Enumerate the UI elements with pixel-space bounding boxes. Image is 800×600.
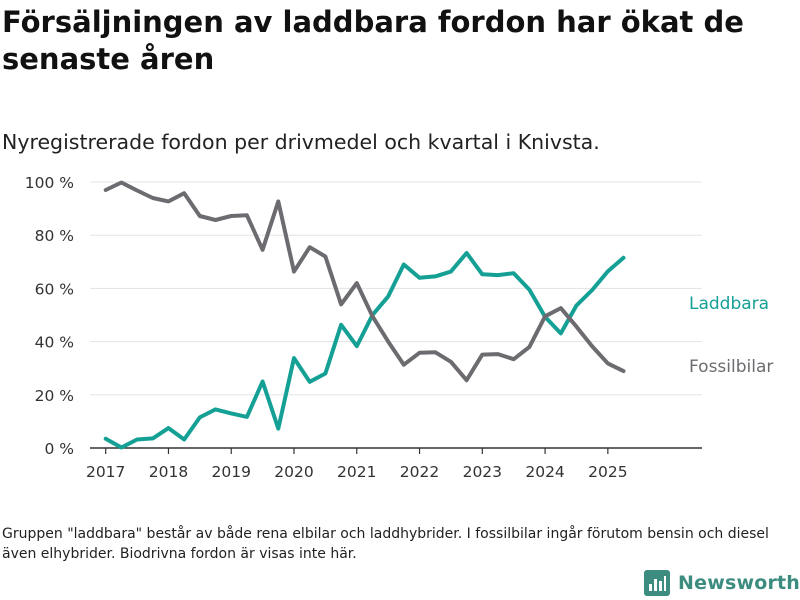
- page-title: Försäljningen av laddbara fordon har öka…: [2, 5, 744, 76]
- x-tick-label: 2024: [525, 463, 564, 481]
- chart-subtitle: Nyregistrerade fordon per drivmedel och …: [2, 130, 600, 154]
- series-line-fossilbilar: [103, 180, 626, 383]
- series-labels: Laddbara Fossilbilar: [689, 294, 773, 377]
- footnote: Gruppen "laddbara" består av både rena e…: [2, 526, 769, 562]
- bar-chart-logo-icon: [644, 570, 670, 596]
- gridlines: [90, 181, 702, 396]
- series-line-laddbara: [103, 251, 626, 450]
- y-tick-label: 20 %: [35, 387, 74, 405]
- x-tick-label: 2020: [274, 463, 313, 481]
- x-tick-label: 2021: [337, 463, 376, 481]
- y-tick-label: 0 %: [44, 440, 74, 458]
- x-tick-label: 2022: [400, 463, 439, 481]
- x-tick-label: 2025: [588, 463, 627, 481]
- x-tick-label: 2017: [86, 463, 125, 481]
- line-chart: 0 % 20 % 40 % 60 % 80 % 100 % 2017 2018 2019 202…: [25, 174, 774, 481]
- x-tick-label: 2018: [149, 463, 188, 481]
- brand-name: Newsworthy: [678, 572, 800, 594]
- x-tick-label: 2023: [463, 463, 502, 481]
- series-label-laddbara: Laddbara: [689, 294, 769, 314]
- y-tick-label: 60 %: [35, 280, 74, 298]
- series-lines: [103, 180, 626, 450]
- y-tick-label: 80 %: [35, 227, 74, 245]
- y-tick-label: 100 %: [25, 174, 74, 192]
- x-axis-tick-labels: 2017 2018 2019 2020 2021 2022 2023 2024 2025: [86, 463, 628, 481]
- x-axis: [90, 447, 702, 454]
- y-axis-tick-labels: 0 % 20 % 40 % 60 % 80 % 100 %: [25, 174, 74, 458]
- newsworthy-logo: Newsworthy: [644, 570, 800, 596]
- series-label-fossilbilar: Fossilbilar: [689, 357, 773, 377]
- y-tick-label: 40 %: [35, 334, 74, 352]
- x-tick-label: 2019: [212, 463, 251, 481]
